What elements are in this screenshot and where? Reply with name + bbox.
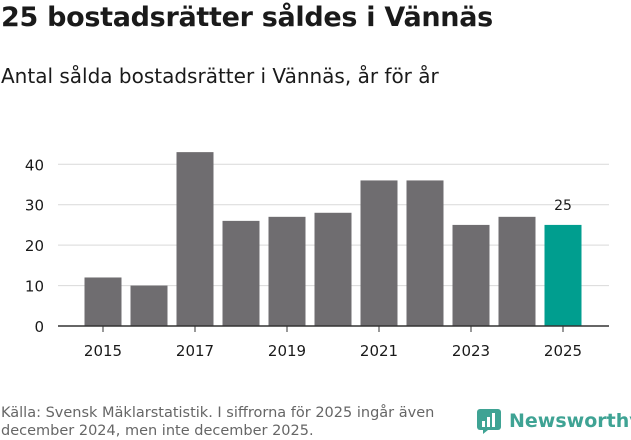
- brand-name: Newsworthy: [509, 410, 631, 432]
- bar-2017: [176, 152, 214, 326]
- y-tick-label: 20: [25, 237, 44, 255]
- x-tick-label: 2021: [360, 342, 398, 360]
- bar-2019: [268, 216, 306, 326]
- data-label: 25: [554, 198, 572, 214]
- x-tick-label: 2019: [268, 342, 306, 360]
- bar-2022: [406, 180, 444, 326]
- chart-subtitle: Antal sålda bostadsrätter i Vännäs, år f…: [1, 64, 439, 88]
- chart-title: 25 bostadsrätter såldes i Vännäs: [1, 2, 493, 33]
- bar-chart: 0 10 20 30 40 2015 2017 2019 2021 2023 2025 25: [25, 152, 609, 360]
- bar-2018: [222, 220, 260, 326]
- bar-2020: [314, 212, 352, 326]
- x-tick-label: 2023: [452, 342, 490, 360]
- bar-2021: [360, 180, 398, 326]
- bar-2023: [452, 224, 490, 326]
- y-tick-label: 10: [25, 278, 44, 296]
- x-tick-label: 2025: [544, 342, 582, 360]
- x-tick-label: 2017: [176, 342, 214, 360]
- source-note: Källa: Svensk Mäklarstatistik. I siffror…: [1, 405, 435, 439]
- bar-2015: [84, 277, 122, 326]
- bar-2024: [498, 216, 536, 326]
- x-tick-label: 2015: [84, 342, 122, 360]
- y-tick-label: 30: [25, 197, 44, 215]
- bar-2025: [544, 224, 582, 326]
- newsworthy-logo-icon: [477, 409, 501, 434]
- y-tick-label: 0: [34, 318, 44, 336]
- brand-logo: Newsworthy: [476, 408, 631, 434]
- y-tick-label: 40: [25, 156, 44, 174]
- bar-2016: [130, 285, 168, 326]
